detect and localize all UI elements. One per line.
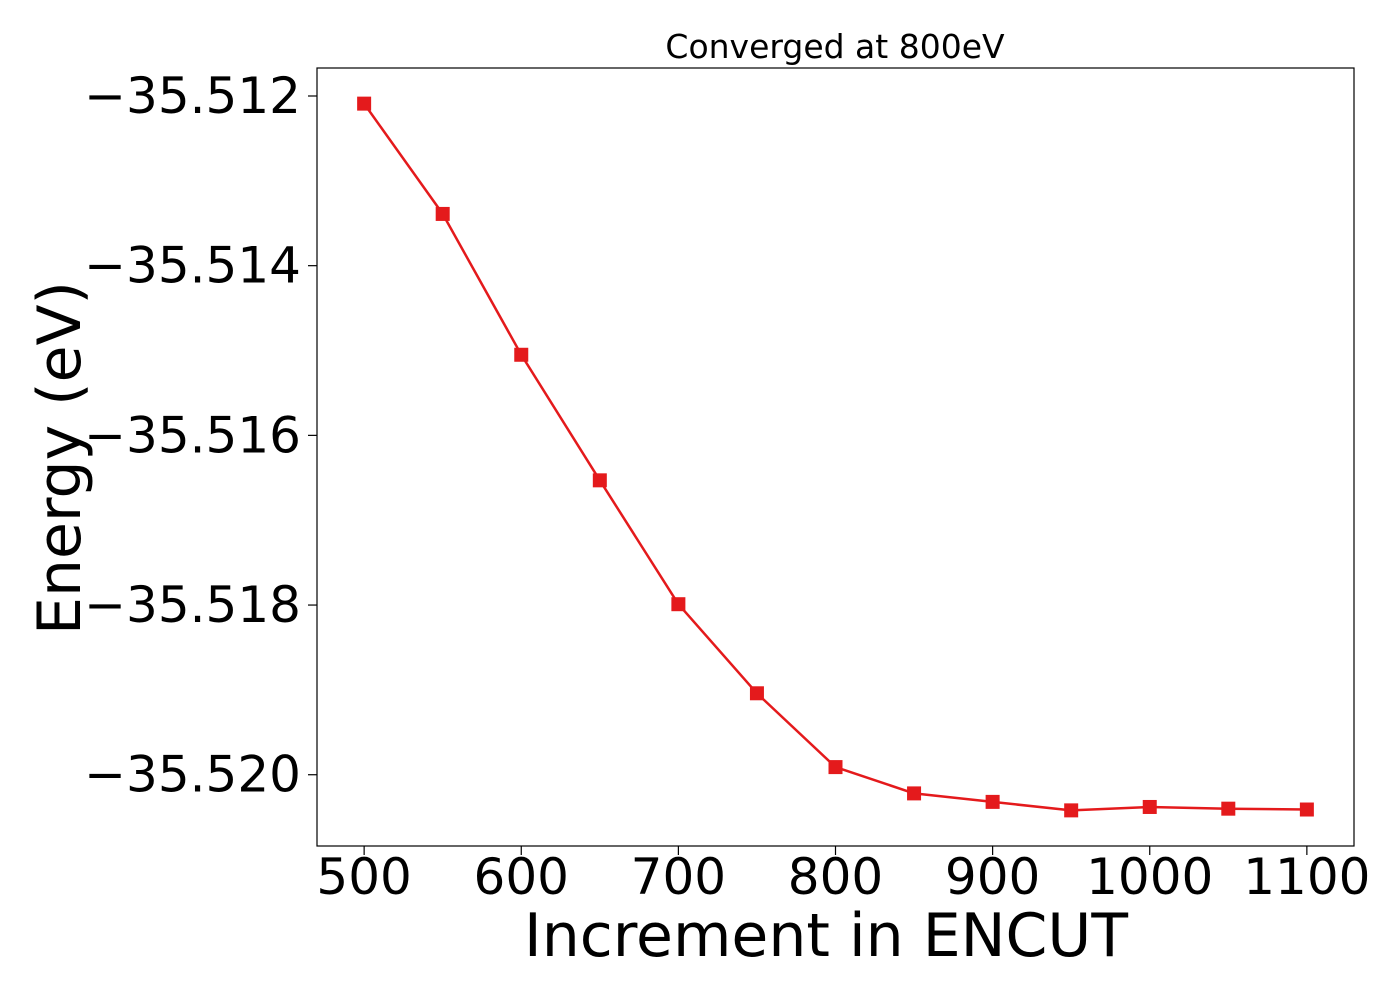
x-axis-label: Increment in ENCUT: [524, 901, 1128, 971]
data-point-750: [749, 686, 764, 701]
data-point-650: [592, 473, 607, 488]
x-tick-label: 900: [945, 848, 1040, 906]
data-point-1000: [1142, 799, 1157, 814]
chart-title: Converged at 800eV: [665, 27, 1005, 66]
plot-frame: [316, 67, 1355, 847]
x-tick-label: 800: [788, 848, 883, 906]
data-point-800: [828, 760, 843, 775]
data-point-900: [985, 794, 1000, 809]
data-point-1050: [1221, 801, 1236, 816]
y-tick-label: −35.520: [84, 746, 301, 804]
y-axis-ticks: −35.512 −35.514 −35.516 −35.518 −35.520: [84, 67, 317, 804]
x-tick-label: 500: [316, 848, 411, 906]
x-tick-label: 700: [631, 848, 726, 906]
data-point-600: [514, 347, 529, 362]
y-tick-label: −35.514: [84, 237, 301, 295]
data-point-950: [1064, 803, 1079, 818]
series-markers: [357, 96, 1314, 818]
data-point-550: [435, 206, 450, 221]
y-axis-label: Energy (eV): [25, 281, 95, 635]
data-point-500: [357, 96, 372, 111]
y-tick-label: −35.512: [84, 67, 301, 125]
plot-area-background: [317, 68, 1354, 846]
data-point-700: [671, 597, 686, 612]
data-point-1100: [1299, 802, 1314, 817]
x-tick-label: 1000: [1086, 848, 1213, 906]
y-tick-label: −35.518: [84, 576, 301, 634]
x-tick-label: 600: [474, 848, 569, 906]
x-tick-label: 1100: [1243, 848, 1370, 906]
data-point-850: [907, 786, 922, 801]
x-axis-ticks: 500 600 700 800 900 1000 1100: [316, 846, 1370, 906]
y-tick-label: −35.516: [84, 406, 301, 464]
